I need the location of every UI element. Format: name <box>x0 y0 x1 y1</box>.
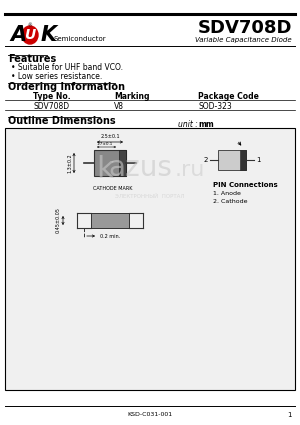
Text: A: A <box>10 25 26 45</box>
Text: Ordering Information: Ordering Information <box>8 82 125 92</box>
Text: • Suitable for UHF band VCO.: • Suitable for UHF band VCO. <box>11 63 123 72</box>
Text: Semiconductor: Semiconductor <box>54 36 106 42</box>
Text: Type No.: Type No. <box>33 92 71 101</box>
Text: ®: ® <box>28 23 32 28</box>
Text: K: K <box>41 25 57 45</box>
Text: 1.7±0.1: 1.7±0.1 <box>97 142 113 146</box>
Text: azus: azus <box>108 154 172 182</box>
Text: • Low series resistance.: • Low series resistance. <box>11 72 102 81</box>
Text: 1. Anode: 1. Anode <box>213 191 241 196</box>
Text: PIN Connections: PIN Connections <box>213 182 278 188</box>
Text: ЭЛЕКТРОННЫЙ  ПОРТАЛ: ЭЛЕКТРОННЫЙ ПОРТАЛ <box>115 193 185 198</box>
Text: 2. Cathode: 2. Cathode <box>213 199 248 204</box>
Ellipse shape <box>22 26 38 44</box>
Text: 2: 2 <box>204 157 208 163</box>
Text: KSD-C031-001: KSD-C031-001 <box>128 413 172 417</box>
Text: Package Code: Package Code <box>198 92 259 101</box>
Bar <box>119 150 126 176</box>
Bar <box>94 150 126 176</box>
Text: 1.3±0.2: 1.3±0.2 <box>67 153 72 173</box>
Text: Features: Features <box>8 54 56 64</box>
Text: V8: V8 <box>114 102 124 111</box>
Text: 2.5±0.1: 2.5±0.1 <box>100 134 120 139</box>
Bar <box>240 150 246 170</box>
Text: Variable Capacitance Diode: Variable Capacitance Diode <box>195 37 292 43</box>
Text: k: k <box>96 156 114 184</box>
Text: 0.45±0.05: 0.45±0.05 <box>56 207 61 233</box>
Text: mm: mm <box>198 120 214 129</box>
Text: .ru: .ru <box>175 160 205 180</box>
Text: Outline Dimensions: Outline Dimensions <box>8 116 115 126</box>
Text: CATHODE MARK: CATHODE MARK <box>93 186 133 191</box>
Bar <box>218 150 246 170</box>
Text: 1: 1 <box>256 157 260 163</box>
Text: SDV708D: SDV708D <box>33 102 69 111</box>
Text: 0.2 min.: 0.2 min. <box>100 234 120 239</box>
Text: SOD-323: SOD-323 <box>198 102 232 111</box>
Text: SDV708D: SDV708D <box>197 19 292 37</box>
Bar <box>5 128 295 390</box>
Text: unit :: unit : <box>178 120 200 129</box>
Text: 1: 1 <box>287 412 292 418</box>
Bar <box>91 213 129 228</box>
Text: Marking: Marking <box>114 92 150 101</box>
Text: U: U <box>24 28 36 42</box>
